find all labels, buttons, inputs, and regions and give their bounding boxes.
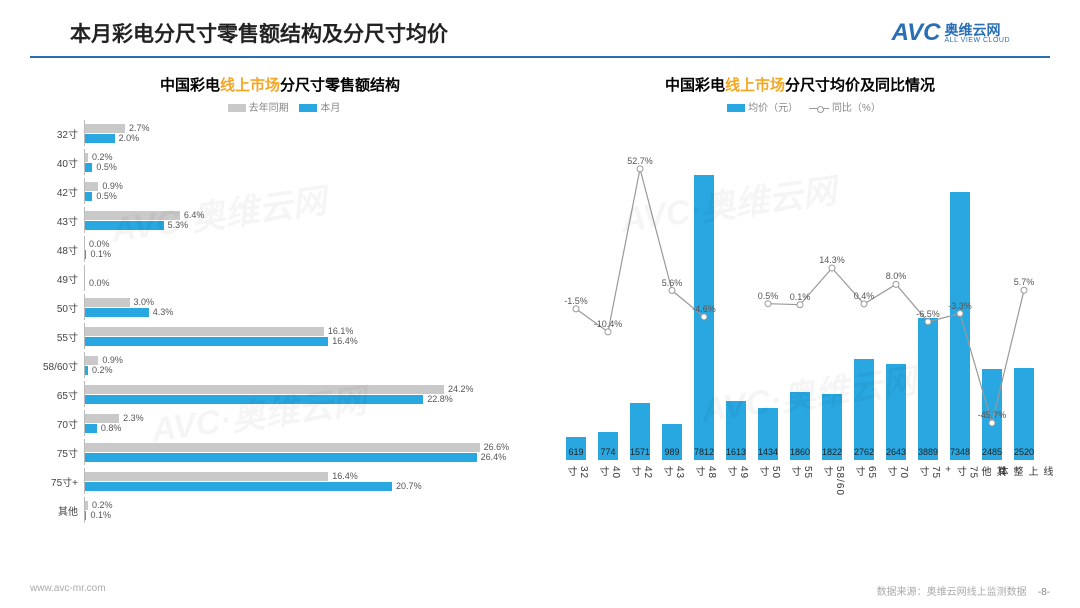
charts-row: 中国彩电线上市场分尺寸零售额结构 去年同期 本月 32寸2.7%2.0%40寸0…	[0, 58, 1080, 523]
hbar-category-label: 42寸	[34, 184, 84, 199]
footer-source: 数据来源：奥维云网线上监测数据	[877, 587, 1027, 598]
header: 本月彩电分尺寸零售额结构及分尺寸均价 AVC 奥维云网 ALL VIEW CLO…	[30, 0, 1050, 58]
hbar-category-label: 65寸	[34, 387, 84, 402]
hbar-group: 42寸0.9%0.5%	[34, 178, 530, 204]
hbar-category-label: 48寸	[34, 242, 84, 257]
line-value-label: 52.7%	[627, 156, 653, 166]
hbar-category-label: 49寸	[34, 271, 84, 286]
hbar-group: 58/60寸0.9%0.2%	[34, 352, 530, 378]
vbar-category: 49寸	[723, 460, 749, 479]
hbar-group: 50寸3.0%4.3%	[34, 294, 530, 320]
vbar-category: 70寸	[883, 460, 909, 479]
vbar-category: 55寸	[787, 460, 813, 479]
line-value-label: 0.1%	[790, 292, 811, 302]
line-value-label: -1.5%	[564, 296, 588, 306]
vbar-category: 50寸	[755, 460, 781, 479]
legend-line-icon	[809, 108, 829, 109]
hbar-group: 其他0.2%0.1%	[34, 497, 530, 523]
line-value-label: -10.4%	[594, 319, 623, 329]
vbar-category: 43寸	[659, 460, 685, 479]
vbar-category: 40寸	[595, 460, 621, 479]
hbar-category-label: 43寸	[34, 213, 84, 228]
hbar-category-label: 32寸	[34, 126, 84, 141]
hbar-category-label: 70寸	[34, 416, 84, 431]
hbar-group: 49寸0.0%	[34, 265, 530, 291]
hbar-group: 40寸0.2%0.5%	[34, 149, 530, 175]
left-legend: 去年同期 本月	[30, 99, 530, 114]
right-chart-title: 中国彩电线上市场分尺寸均价及同比情况	[550, 74, 1050, 95]
line-value-label: 5.7%	[1014, 277, 1035, 287]
logo: AVC 奥维云网 ALL VIEW CLOUD	[892, 19, 1010, 47]
left-chart: 中国彩电线上市场分尺寸零售额结构 去年同期 本月 32寸2.7%2.0% 40寸0…	[30, 68, 530, 523]
logo-en: ALL VIEW CLOUD	[945, 37, 1010, 44]
line-value-label: -6.5%	[916, 309, 940, 319]
hbar-category-label: 其他	[34, 503, 84, 518]
hbar-category-label: 50寸	[34, 300, 84, 315]
right-chart: 中国彩电线上市场分尺寸均价及同比情况 均价（元） 同比（%） 61932寸774…	[550, 68, 1050, 523]
hbar-group: 32寸2.7%2.0%	[34, 120, 530, 146]
right-legend: 均价（元） 同比（%）	[550, 99, 1050, 114]
hbar-group: 48寸0.0%0.1%	[34, 236, 530, 262]
legend-swatch-gray	[228, 104, 246, 112]
hbar-category-label: 58/60寸	[34, 358, 84, 373]
hbar-category-label: 55寸	[34, 329, 84, 344]
line-value-label: -4.6%	[692, 304, 716, 314]
combo-chart: 61932寸77440寸157142寸98943寸781248寸161349寸1…	[550, 120, 1050, 520]
page-title: 本月彩电分尺寸零售额结构及分尺寸均价	[70, 18, 448, 48]
line-value-label: 14.3%	[819, 255, 845, 265]
hbar-group: 75寸26.6%26.4%	[34, 439, 530, 465]
line-value-label: -45.7%	[978, 410, 1007, 420]
hbar-group: 55寸16.1%16.4%	[34, 323, 530, 349]
legend-swatch-blue	[299, 104, 317, 112]
hbar-group: 65寸24.2%22.8%	[34, 381, 530, 407]
combo-plot: 61932寸77440寸157142寸98943寸781248寸161349寸1…	[560, 150, 1040, 460]
footer-url: www.avc-mr.com	[30, 583, 106, 598]
line-value-label: 8.0%	[886, 271, 907, 281]
hbar-group: 70寸2.3%0.8%	[34, 410, 530, 436]
line-value-label: 0.5%	[758, 291, 779, 301]
vbar-category: 58/60寸	[819, 460, 845, 496]
vbar-category: 75寸+	[942, 460, 979, 479]
logo-mark: AVC	[892, 19, 941, 47]
line-value-label: -3.3%	[948, 301, 972, 311]
line-value-label: 5.6%	[662, 278, 683, 288]
line-value-label: 0.4%	[854, 291, 875, 301]
hbar-category-label: 75寸+	[34, 474, 84, 489]
hbar-group: 75寸+16.4%20.7%	[34, 468, 530, 494]
hbar-category-label: 40寸	[34, 155, 84, 170]
legend-swatch-bar	[727, 104, 745, 112]
hbar-category-label: 75寸	[34, 445, 84, 460]
vbar-category: 线上整体	[994, 460, 1054, 477]
vbar-category: 32寸	[563, 460, 589, 479]
hbar-group: 43寸6.4%5.3%	[34, 207, 530, 233]
page-number: -8-	[1038, 587, 1050, 598]
footer: www.avc-mr.com 数据来源：奥维云网线上监测数据 -8-	[30, 583, 1050, 598]
left-chart-title: 中国彩电线上市场分尺寸零售额结构	[30, 74, 530, 95]
vbar-category: 75寸	[915, 460, 941, 479]
vbar-category: 42寸	[627, 460, 653, 479]
hbar-container: 32寸2.7%2.0% 40寸0.2%0.5% 42寸0.9%0.5% 43寸6.4%…	[30, 120, 530, 523]
logo-cn: 奥维云网	[945, 23, 1010, 37]
vbar-category: 65寸	[851, 460, 877, 479]
vbar-category: 48寸	[691, 460, 717, 479]
